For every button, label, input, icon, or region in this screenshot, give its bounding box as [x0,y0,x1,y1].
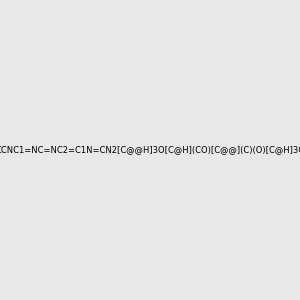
Text: CCNC1=NC=NC2=C1N=CN2[C@@H]3O[C@H](CO)[C@@](C)(O)[C@H]3O: CCNC1=NC=NC2=C1N=CN2[C@@H]3O[C@H](CO)[C@… [0,146,300,154]
